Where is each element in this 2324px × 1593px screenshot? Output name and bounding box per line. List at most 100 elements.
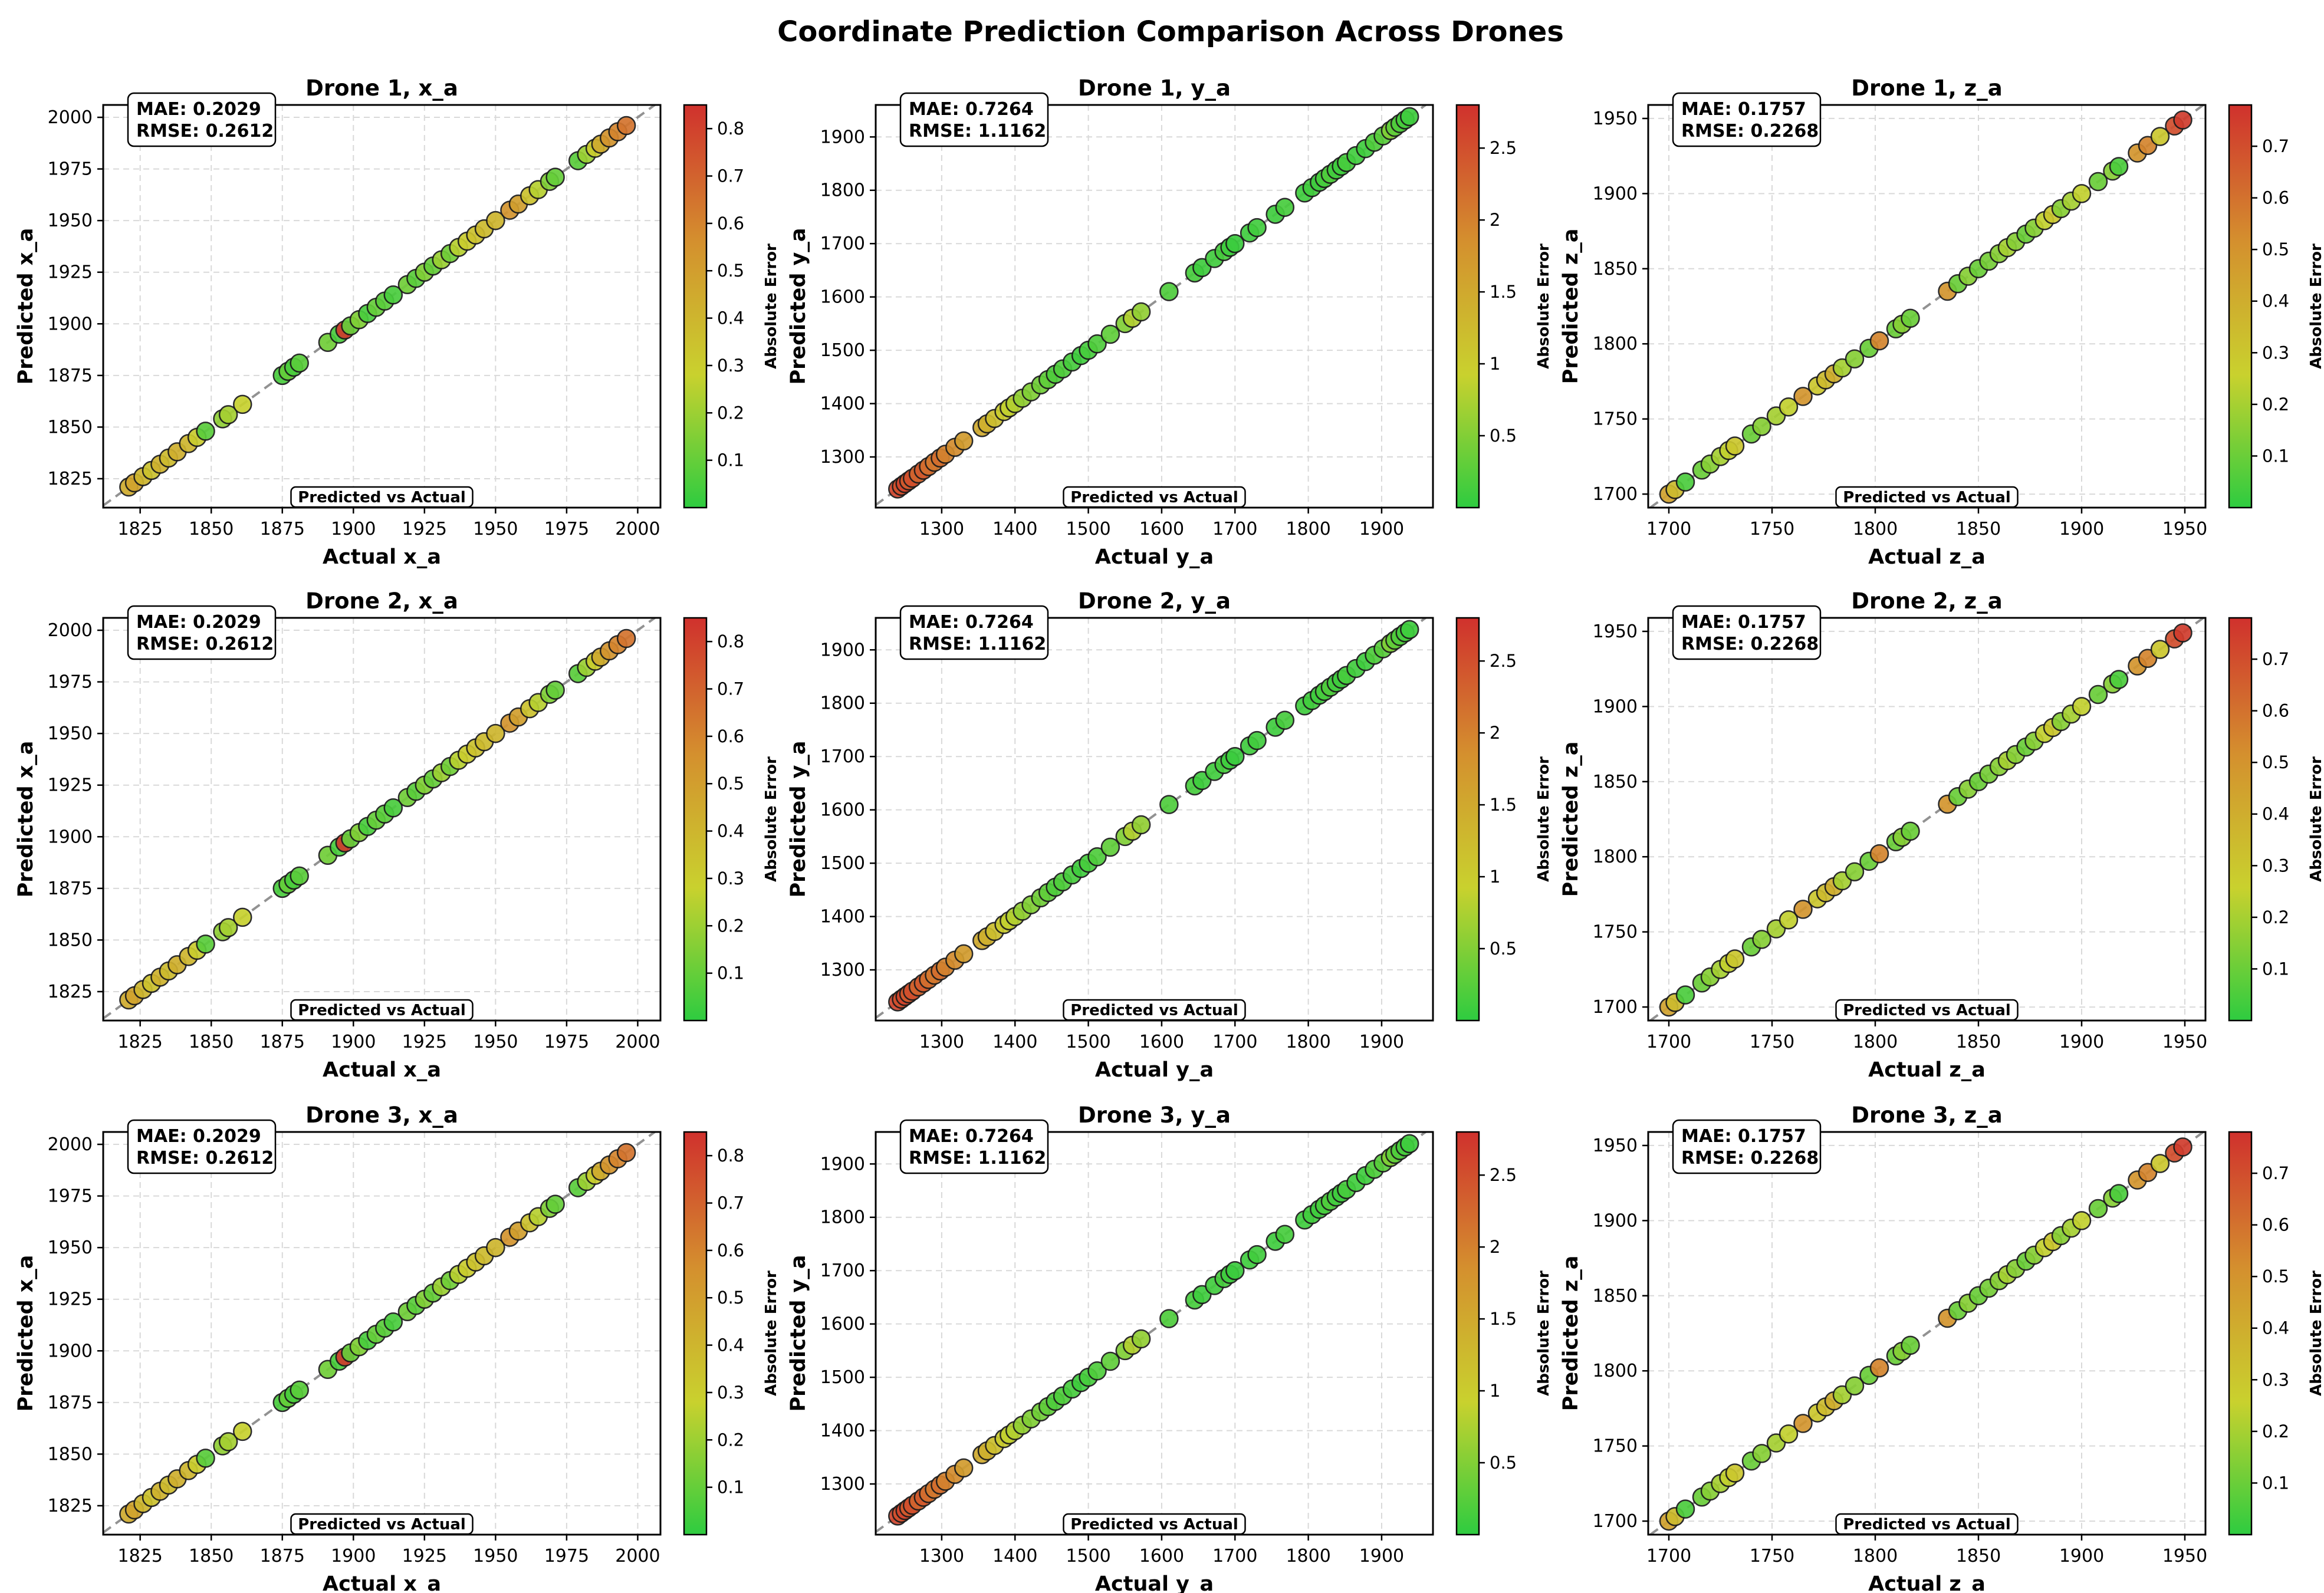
- data-point: [1159, 795, 1179, 814]
- x-tick-label: 1800: [1853, 1032, 1898, 1052]
- data-point: [2173, 1137, 2192, 1157]
- stats-box: [1672, 1119, 1822, 1174]
- x-tick-label: 1925: [402, 1546, 447, 1566]
- y-tick-label: 1800: [1593, 847, 1638, 867]
- x-tick-label: 1800: [1853, 1546, 1898, 1566]
- x-tick-label: 1900: [1359, 519, 1404, 539]
- panel-2: 1300 1400 1500 1600 1700 1800 1900 1300 1400 1500…: [787, 75, 1553, 569]
- x-tick-label: 1850: [1956, 1546, 2001, 1566]
- bottom-label: Predicted vs Actual: [1843, 1516, 2011, 1533]
- x-tick-label: 1950: [473, 1032, 518, 1052]
- y-tick-label: 1900: [820, 127, 865, 147]
- colorbar-tick-label: 0.3: [2262, 343, 2289, 363]
- y-tick-label: 1925: [48, 775, 93, 796]
- colorbar-label: Absolute Error: [762, 1271, 780, 1396]
- colorbar: [1455, 617, 1480, 1022]
- x-tick-label: 1700: [1212, 1032, 1257, 1052]
- panel-7: 1825 1850 1875 1900 1925 1950 1975 2000 1825 1850…: [14, 1102, 780, 1593]
- x-tick-label: 1850: [189, 1546, 234, 1566]
- y-tick-label: 1400: [820, 907, 865, 927]
- y-tick-label: 1900: [1593, 183, 1638, 204]
- data-point: [1869, 844, 1889, 864]
- colorbar: [2228, 1131, 2253, 1536]
- data-point: [2088, 172, 2108, 192]
- y-tick-label: 1850: [48, 930, 93, 950]
- panel-4: 1825 1850 1875 1900 1925 1950 1975 2000 1825 1850…: [14, 588, 780, 1082]
- data-point: [1793, 387, 1813, 406]
- data-point: [1779, 397, 1799, 417]
- x-tick-label: 1900: [331, 519, 376, 539]
- colorbar-tick-label: 0.5: [2262, 1266, 2289, 1286]
- data-point: [1793, 900, 1813, 919]
- x-tick-label: 1900: [2059, 519, 2104, 539]
- colorbar-tick-label: 0.1: [2262, 446, 2289, 466]
- data-point: [1675, 1499, 1695, 1519]
- data-point: [1131, 302, 1151, 322]
- colorbar-tick-label: 0.7: [717, 679, 744, 699]
- x-tick-label: 1950: [473, 1546, 518, 1566]
- x-tick-label: 1700: [1646, 1032, 1691, 1052]
- panel-title: Drone 3, z_a: [1851, 1102, 2002, 1128]
- data-point: [2088, 1199, 2108, 1219]
- data-point: [1901, 821, 1920, 841]
- data-point: [1869, 1358, 1889, 1378]
- panel-9: 1700 1750 1800 1850 1900 1950 1700 1750 1800 1850…: [1559, 1102, 2324, 1593]
- data-point: [1399, 620, 1419, 640]
- rmse-value: RMSE: 0.2268: [1681, 1148, 1819, 1169]
- data-point: [196, 934, 215, 954]
- mae-value: MAE: 0.7264: [909, 1126, 1034, 1147]
- x-tick-label: 1800: [1286, 1546, 1330, 1566]
- colorbar-tick-label: 0.5: [717, 261, 744, 281]
- data-point: [1901, 308, 1920, 328]
- panel-title: Drone 1, z_a: [1851, 75, 2002, 101]
- x-tick-label: 1875: [260, 1032, 305, 1052]
- colorbar-tick-label: 0.7: [717, 1193, 744, 1213]
- mae-value: MAE: 0.1757: [1681, 99, 1806, 120]
- data-point: [2150, 127, 2170, 146]
- y-tick-label: 1950: [1593, 621, 1638, 642]
- y-axis-label: Predicted x_a: [14, 741, 38, 898]
- y-axis-label: Predicted y_a: [787, 228, 810, 384]
- colorbar-tick-label: 0.4: [717, 1335, 744, 1355]
- x-tick-label: 1600: [1139, 1032, 1184, 1052]
- y-tick-label: 1975: [48, 672, 93, 693]
- x-axis-label: Actual y_a: [1095, 1572, 1214, 1593]
- x-tick-label: 1700: [1212, 519, 1257, 539]
- y-tick-label: 1750: [1593, 922, 1638, 943]
- colorbar-tick-label: 0.4: [2262, 291, 2289, 311]
- colorbar-tick-label: 1.5: [1490, 1309, 1517, 1329]
- stats-box: [1672, 605, 1822, 660]
- data-point: [2173, 623, 2192, 643]
- colorbar-tick-label: 2.5: [1490, 651, 1517, 671]
- data-point: [383, 798, 403, 818]
- panel-title: Drone 1, x_a: [305, 75, 458, 101]
- x-tick-label: 1700: [1212, 1546, 1257, 1566]
- colorbar: [683, 617, 708, 1022]
- colorbar-tick-label: 1.5: [1490, 282, 1517, 302]
- y-axis-label: Predicted x_a: [14, 228, 38, 385]
- y-axis-label: Predicted x_a: [14, 1255, 38, 1412]
- colorbar-label: Absolute Error: [2307, 756, 2324, 882]
- data-point: [1100, 1351, 1120, 1371]
- data-point: [1225, 746, 1245, 766]
- y-axis-label: Predicted z_a: [1559, 742, 1583, 897]
- x-axis-label: Actual y_a: [1095, 1058, 1214, 1082]
- data-point: [1793, 1414, 1813, 1433]
- figure-title: Coordinate Prediction Comparison Across …: [777, 15, 1564, 48]
- y-tick-label: 1700: [1593, 1511, 1638, 1532]
- colorbar-tick-label: 0.4: [717, 821, 744, 841]
- x-tick-label: 1600: [1139, 1546, 1184, 1566]
- mae-value: MAE: 0.1757: [1681, 1126, 1806, 1147]
- colorbar: [683, 104, 708, 509]
- x-tick-label: 1900: [2059, 1032, 2104, 1052]
- bottom-label: Predicted vs Actual: [298, 1516, 466, 1533]
- data-point: [1752, 1444, 1771, 1463]
- x-axis-label: Actual y_a: [1095, 545, 1214, 569]
- bottom-label-box: [1063, 486, 1246, 508]
- colorbar-tick-label: 0.8: [717, 119, 744, 139]
- data-point: [1247, 1245, 1267, 1265]
- data-point: [2109, 1184, 2129, 1203]
- x-tick-label: 1925: [402, 519, 447, 539]
- y-tick-label: 1750: [1593, 409, 1638, 430]
- x-tick-label: 1900: [331, 1032, 376, 1052]
